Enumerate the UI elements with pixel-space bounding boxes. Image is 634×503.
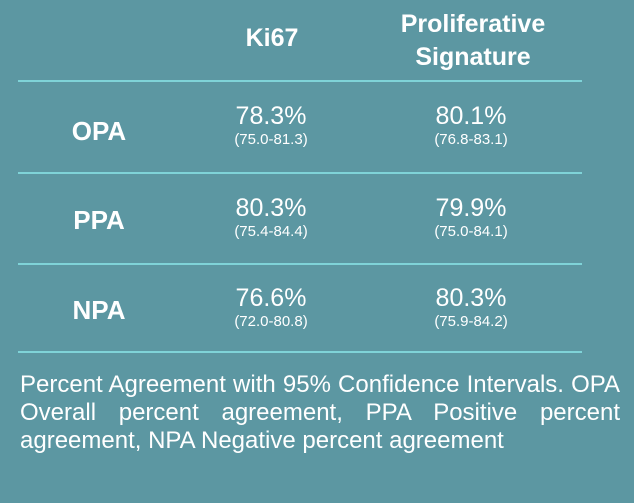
- cell-confidence-interval: (72.0-80.8): [234, 313, 308, 330]
- cell-ppa-proliferative: 79.9% (75.0-84.1): [400, 194, 542, 242]
- cell-value: 80.1%: [435, 102, 507, 130]
- row-divider: [18, 172, 582, 174]
- row-label-opa: OPA: [71, 116, 127, 146]
- row-label-ppa: PPA: [73, 205, 125, 235]
- cell-value: 78.3%: [235, 102, 307, 130]
- cell-confidence-interval: (75.0-81.3): [234, 131, 308, 148]
- cell-confidence-interval: (75.0-84.1): [434, 223, 508, 240]
- cell-ppa-ki67: 80.3% (75.4-84.4): [200, 194, 342, 242]
- cell-opa-ki67: 78.3% (75.0-81.3): [200, 102, 342, 150]
- table-bottom-divider: [18, 351, 582, 353]
- cell-confidence-interval: (75.4-84.4): [234, 223, 308, 240]
- cell-npa-proliferative: 80.3% (75.9-84.2): [400, 284, 542, 332]
- header-divider: [18, 80, 582, 82]
- column-header-ki67: Ki67: [245, 24, 299, 52]
- column-header-proliferative-signature: Proliferative Signature: [400, 10, 546, 71]
- agreement-table: Ki67 Proliferative Signature OPA 78.3% (…: [18, 10, 582, 353]
- cell-confidence-interval: (75.9-84.2): [434, 313, 508, 330]
- row-label-npa: NPA: [72, 295, 126, 325]
- cell-npa-ki67: 76.6% (72.0-80.8): [200, 284, 342, 332]
- cell-value: 79.9%: [435, 194, 507, 222]
- cell-value: 80.3%: [435, 284, 507, 312]
- row-divider: [18, 263, 582, 265]
- cell-opa-proliferative: 80.1% (76.8-83.1): [400, 102, 542, 150]
- table-caption: Percent Agreement with 95% Confidence In…: [20, 371, 620, 454]
- cell-confidence-interval: (76.8-83.1): [434, 131, 508, 148]
- cell-value: 80.3%: [235, 194, 307, 222]
- cell-value: 76.6%: [235, 284, 307, 312]
